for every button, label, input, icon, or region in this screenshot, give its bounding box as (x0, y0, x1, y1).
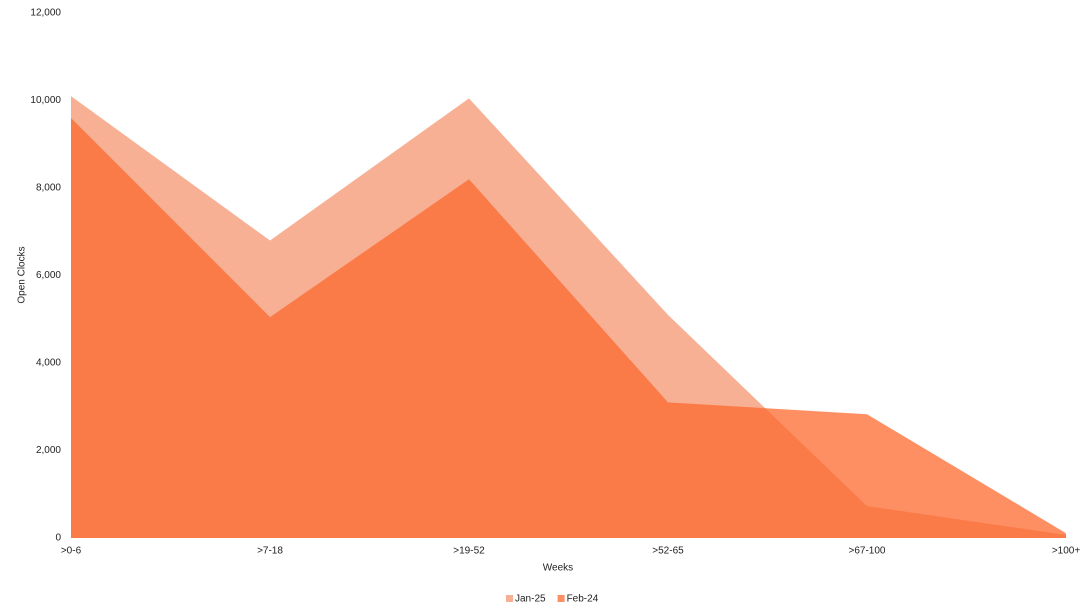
area (71, 118, 1066, 538)
y-tick-label: 12,000 (30, 8, 61, 19)
y-tick-label: 0 (55, 533, 61, 544)
x-tick-label: >100+ (1052, 546, 1081, 557)
legend-swatch (557, 595, 565, 602)
x-tick-label: >19-52 (453, 546, 485, 557)
legend-swatch (506, 595, 513, 602)
legend-label: Jan-25 (515, 594, 546, 605)
y-tick-label: 8,000 (36, 183, 61, 194)
x-tick-label: >67-100 (849, 546, 886, 557)
legend-label: Feb-24 (567, 594, 599, 605)
y-tick-label: 2,000 (36, 445, 61, 456)
x-tick-label: >0-6 (61, 546, 82, 557)
x-tick-label: >52-65 (652, 546, 684, 557)
y-tick-label: 10,000 (30, 95, 61, 106)
x-tick-label: >7-18 (257, 546, 283, 557)
y-tick-label: 4,000 (36, 358, 61, 369)
y-tick-label: 6,000 (36, 270, 61, 281)
x-axis-label: Weeks (543, 563, 573, 574)
y-axis-label: Open Clocks (17, 246, 28, 303)
